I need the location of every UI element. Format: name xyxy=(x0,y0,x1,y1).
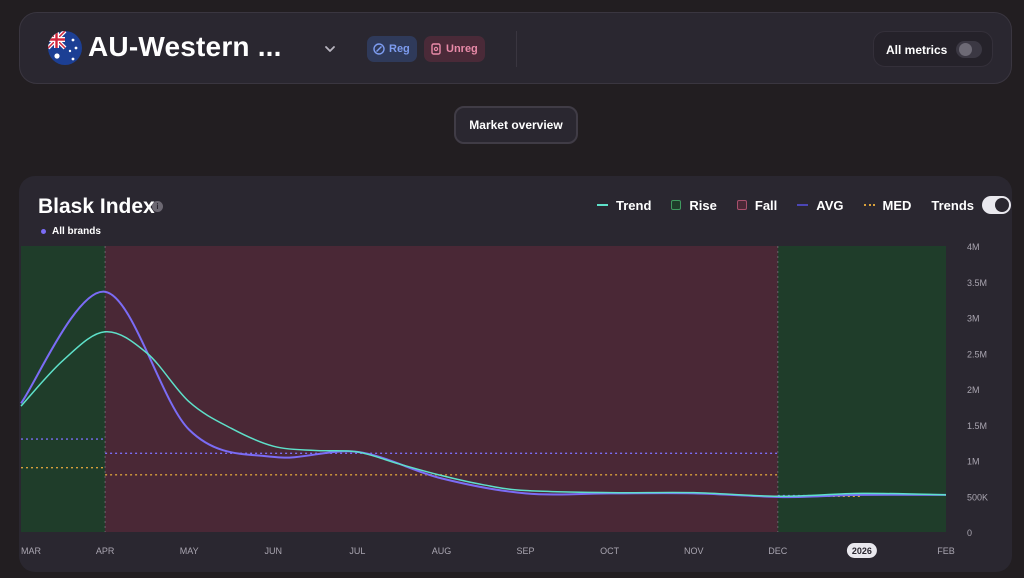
series-line-all-brands xyxy=(20,290,947,499)
rise-swatch-icon xyxy=(671,200,682,210)
x-tick-label: DEC xyxy=(768,546,788,556)
fall-region-1 xyxy=(105,246,778,532)
rise-region-2 xyxy=(777,246,946,532)
brands-label: All brands xyxy=(52,226,101,237)
unreg-icon xyxy=(431,43,441,55)
x-tick-label: MAR xyxy=(21,546,42,556)
legend-trend[interactable]: Trend xyxy=(597,198,651,213)
legend-fall-label: Fall xyxy=(754,197,778,213)
legend-med-label: MED xyxy=(882,197,912,213)
avg-swatch-icon xyxy=(797,204,809,206)
x-tick-label: SEP xyxy=(517,546,535,556)
y-tick-label: 2.5M xyxy=(967,349,987,359)
legend-med[interactable]: MED xyxy=(863,197,912,213)
reg-label: Reg xyxy=(389,43,410,55)
legend-fall[interactable]: Fall xyxy=(736,197,778,213)
y-tick-label: 0 xyxy=(967,528,972,538)
top-bar: AU-Western ... Reg Unreg All metrics xyxy=(19,12,1012,84)
trends-toggle[interactable] xyxy=(982,196,1012,214)
y-tick-label: 3M xyxy=(967,314,980,324)
legend-rise[interactable]: Rise xyxy=(671,197,717,213)
x-tick-label: APR xyxy=(96,546,115,556)
legend-trends: Trends xyxy=(931,196,1012,214)
brands-legend[interactable]: All brands xyxy=(41,226,101,237)
x-tick-label: MAY xyxy=(180,546,199,556)
legend-trends-label: Trends xyxy=(931,197,975,213)
rise-region-0 xyxy=(21,246,106,532)
legend-avg-label: AVG xyxy=(816,197,844,213)
trend-swatch-icon xyxy=(597,204,608,206)
legend-avg[interactable]: AVG xyxy=(797,197,844,213)
reg-icon xyxy=(373,43,385,55)
x-tick-label: NOV xyxy=(684,546,704,556)
australia-flag-icon xyxy=(48,31,82,65)
all-metrics-control: All metrics xyxy=(873,31,993,67)
chart-legend: Trend Rise Fall AVG MED Trends xyxy=(597,196,1012,214)
y-tick-label: 1.5M xyxy=(967,421,987,431)
market-overview-button[interactable]: Market overview xyxy=(454,106,578,144)
brands-dot-icon xyxy=(41,229,46,234)
x-tick-label: AUG xyxy=(432,546,452,556)
fall-swatch-icon xyxy=(736,200,747,210)
info-icon[interactable]: i xyxy=(152,201,163,212)
med-swatch-icon xyxy=(863,204,875,206)
chevron-down-icon[interactable] xyxy=(322,41,338,57)
y-tick-label: 500K xyxy=(967,492,988,502)
y-tick-label: 4M xyxy=(967,242,980,252)
blask-index-card: Blask Index i All brands Trend Rise Fall… xyxy=(19,176,1012,572)
unreg-label: Unreg xyxy=(446,43,478,55)
series-line-trend xyxy=(20,331,947,498)
x-tick-label: 2026 xyxy=(852,546,872,556)
y-tick-label: 1M xyxy=(967,457,980,467)
y-tick-label: 2M xyxy=(967,385,980,395)
x-tick-label: JUN xyxy=(265,546,283,556)
all-metrics-toggle[interactable] xyxy=(956,41,982,58)
all-metrics-label: All metrics xyxy=(886,43,948,57)
x-tick-label: FEB xyxy=(937,546,955,556)
region-title[interactable]: AU-Western ... xyxy=(88,31,282,62)
x-tick-label: OCT xyxy=(600,546,620,556)
header-divider xyxy=(516,31,517,67)
reg-badge[interactable]: Reg xyxy=(367,36,417,62)
x-label-highlight xyxy=(846,543,877,558)
chart-title: Blask Index xyxy=(38,195,155,218)
legend-rise-label: Rise xyxy=(689,197,717,213)
unreg-badge[interactable]: Unreg xyxy=(424,36,485,62)
blask-index-chart: 0 500K 1M 1.5M 2M 2.5M 3M 3.5M 4M MAR APR MAY JUN JUL… xyxy=(20,242,988,558)
y-tick-label: 3.5M xyxy=(967,278,987,288)
legend-trend-label: Trend xyxy=(616,197,652,213)
x-tick-label: JUL xyxy=(349,546,365,556)
